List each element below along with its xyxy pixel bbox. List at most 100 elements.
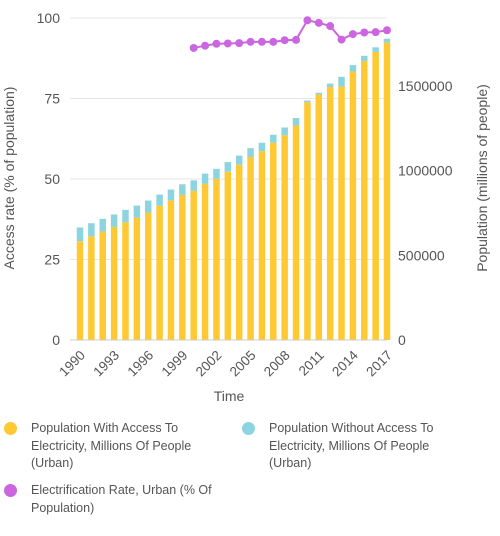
bar-with-access [133, 217, 141, 340]
bar-without-access [349, 65, 357, 72]
y-axis-right-label: Population (millions of people) [474, 84, 490, 272]
electrification-rate-point [235, 39, 244, 48]
legend-label-access: Population With Access To Electricity, M… [31, 421, 192, 470]
electrification-rate-point [223, 39, 232, 48]
x-axis-ticks: 1990 1993 1996 1999 2002 2005 2008 2011 2014 2017 [56, 347, 395, 379]
bar-with-access [383, 42, 391, 341]
bar-series [76, 38, 391, 341]
bar-without-access [190, 180, 197, 191]
bar-without-access [338, 76, 345, 87]
electrification-rate-point [303, 16, 312, 25]
bar-without-access [88, 223, 95, 237]
bar-with-access [224, 171, 232, 340]
bar-with-access [292, 125, 300, 340]
bar-without-access [76, 227, 84, 242]
bar-without-access [383, 38, 391, 43]
bar-with-access [361, 61, 368, 340]
bar-without-access [258, 142, 266, 152]
bar-without-access [122, 209, 129, 223]
left-tick-label: 50 [44, 171, 60, 187]
x-tick-label: 1996 [124, 348, 156, 380]
bar-with-access [349, 71, 357, 340]
bar-with-access [122, 222, 129, 340]
bar-with-access [326, 86, 334, 340]
bar-without-access [110, 214, 118, 227]
bar-with-access [235, 164, 243, 340]
y-axis-left-label: Access rate (% of population) [1, 87, 17, 270]
right-axis-ticks: 0 500000 1000000 1500000 [398, 78, 453, 348]
left-tick-label: 75 [44, 91, 60, 107]
x-tick-label: 2014 [329, 347, 361, 379]
left-tick-label: 100 [37, 10, 61, 26]
left-tick-label: 0 [52, 332, 60, 348]
left-axis-ticks: 0 25 50 75 100 [37, 10, 61, 348]
line-series [189, 16, 391, 52]
bar-with-access [315, 94, 323, 340]
bar-without-access [281, 127, 288, 136]
right-tick-label: 1000000 [398, 163, 453, 179]
left-tick-label: 25 [44, 252, 60, 268]
bar-with-access [88, 236, 95, 340]
legend-label-electrification-rate: Electrification Rate, Urban (% Of Popula… [31, 483, 212, 515]
right-tick-label: 500000 [398, 247, 445, 263]
electrification-rate-point [326, 22, 335, 31]
bar-without-access [326, 83, 334, 87]
electrification-rate-point [314, 18, 323, 27]
bar-with-access [338, 86, 345, 340]
electrification-rate-point [337, 35, 346, 44]
x-tick-label: 2002 [193, 348, 225, 380]
bar-with-access [372, 51, 379, 340]
bar-with-access [99, 231, 106, 340]
legend: Population With Access To Electricity, M… [0, 412, 500, 536]
electrification-rate-point [189, 43, 198, 52]
bar-without-access [372, 47, 379, 52]
bar-with-access [281, 135, 288, 340]
right-tick-label: 0 [398, 332, 406, 348]
bar-without-access [156, 194, 163, 206]
legend-item-access[interactable]: Population With Access To Electricity, M… [4, 420, 219, 473]
bar-with-access [110, 226, 118, 340]
bar-with-access [247, 156, 254, 340]
electrification-rate-point [371, 28, 380, 37]
bar-with-access [201, 183, 209, 340]
bar-with-access [304, 102, 311, 340]
bar-without-access [315, 92, 323, 95]
bar-without-access [270, 134, 277, 143]
x-tick-label: 2005 [227, 348, 259, 380]
bar-without-access [292, 117, 300, 126]
bar-without-access [201, 173, 209, 184]
electrification-rate-point [360, 28, 369, 37]
x-tick-label: 1990 [56, 348, 88, 380]
electrification-rate-point [280, 36, 289, 45]
bar-without-access [179, 184, 186, 195]
bar-with-access [144, 212, 152, 340]
x-axis-label: Time [214, 388, 245, 404]
legend-swatch-access [4, 422, 17, 435]
legend-item-without-access[interactable]: Population Without Access To Electricity… [242, 420, 472, 473]
bar-with-access [213, 178, 220, 340]
electrification-rate-point [292, 35, 301, 44]
electrification-rate-point [269, 37, 278, 46]
x-tick-label: 2011 [296, 348, 327, 379]
bar-with-access [270, 142, 277, 340]
legend-item-electrification-rate[interactable]: Electrification Rate, Urban (% Of Popula… [4, 482, 219, 517]
bar-without-access [224, 162, 232, 172]
bar-with-access [76, 241, 84, 340]
bar-without-access [144, 200, 152, 213]
electrification-rate-point [201, 41, 210, 50]
x-tick-label: 2017 [363, 348, 395, 380]
bar-without-access [304, 100, 311, 103]
bar-without-access [361, 55, 368, 62]
legend-swatch-without-access [242, 422, 255, 435]
right-tick-label: 1500000 [398, 78, 453, 94]
bar-with-access [179, 194, 186, 340]
electrification-rate-point [257, 37, 266, 46]
x-tick-label: 1999 [159, 348, 191, 380]
x-tick-label: 2008 [261, 348, 293, 380]
bar-with-access [258, 151, 266, 340]
electrification-rate-line [193, 19, 388, 49]
legend-swatch-electrification-rate [4, 484, 17, 497]
electrification-rate-point [348, 30, 357, 39]
bar-without-access [133, 205, 141, 218]
